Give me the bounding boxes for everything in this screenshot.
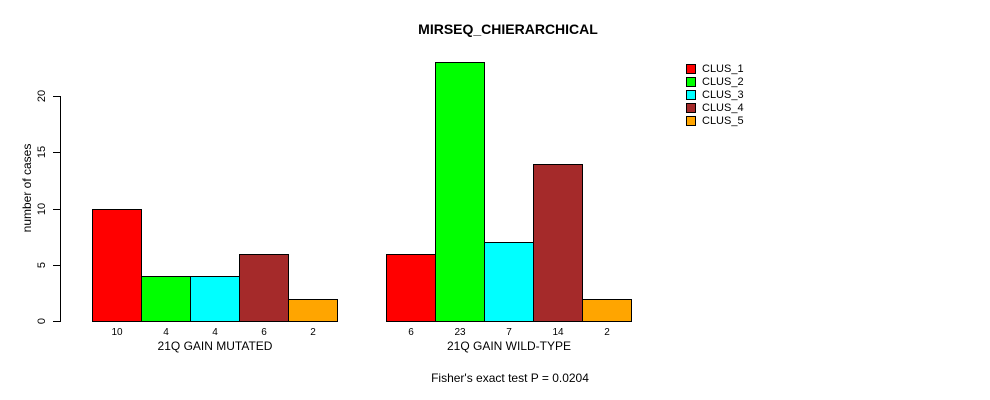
bar-value-label: 7 — [506, 327, 512, 338]
y-tick-mark — [53, 264, 60, 266]
bar-value-label: 4 — [212, 327, 218, 338]
legend-swatch-clus_2 — [686, 77, 696, 87]
legend-label-clus_1: CLUS_1 — [702, 63, 744, 75]
legend-label-clus_2: CLUS_2 — [702, 76, 744, 88]
legend-swatch-clus_3 — [686, 90, 696, 100]
legend-swatch-clus_1 — [686, 64, 696, 74]
x-axis-group-label: 21Q GAIN MUTATED — [157, 339, 273, 353]
bar-value-label: 14 — [552, 327, 564, 338]
y-axis-label: number of cases — [20, 143, 34, 233]
y-tick-mark — [53, 152, 60, 154]
bar-value-label: 2 — [604, 327, 610, 338]
legend-label-clus_3: CLUS_3 — [702, 89, 744, 101]
y-tick-label: 15 — [36, 146, 48, 159]
bar-clus_5-group2 — [582, 298, 632, 322]
legend-label-clus_5: CLUS_5 — [702, 115, 744, 127]
x-axis-group-label: 21Q GAIN WILD-TYPE — [446, 339, 572, 353]
bar-value-label: 2 — [310, 327, 316, 338]
bar-value-label: 10 — [111, 327, 123, 338]
y-tick-label: 0 — [36, 317, 48, 325]
legend-label-clus_4: CLUS_4 — [702, 102, 744, 114]
bar-clus_4-group2 — [533, 163, 583, 322]
y-tick-label: 5 — [36, 261, 48, 268]
bar-clus_2-group2 — [435, 62, 485, 322]
bar-clus_1-group1 — [92, 208, 142, 322]
y-tick-mark — [53, 208, 60, 210]
bar-value-label: 4 — [163, 327, 169, 338]
bar-clus_2-group1 — [141, 276, 191, 322]
legend-swatch-clus_5 — [686, 116, 696, 126]
y-tick-label: 20 — [36, 89, 48, 103]
y-tick-mark — [53, 321, 60, 322]
annotation-text: Fisher's exact test P = 0.0204 — [431, 371, 589, 385]
bar-value-label: 6 — [261, 327, 267, 338]
bar-clus_5-group1 — [288, 298, 338, 322]
bar-clus_4-group1 — [239, 253, 289, 322]
bar-clus_1-group2 — [386, 253, 436, 322]
y-axis-line — [60, 96, 61, 322]
bar-clus_3-group2 — [484, 242, 534, 322]
bar-value-label: 23 — [454, 327, 466, 338]
bar-clus_3-group1 — [190, 276, 240, 322]
legend-swatch-clus_4 — [686, 103, 696, 113]
chart-title: MIRSEQ_CHIERARCHICAL — [418, 21, 598, 37]
bar-value-label: 6 — [408, 327, 414, 338]
y-tick-label: 10 — [36, 202, 48, 215]
y-tick-mark — [53, 96, 60, 97]
